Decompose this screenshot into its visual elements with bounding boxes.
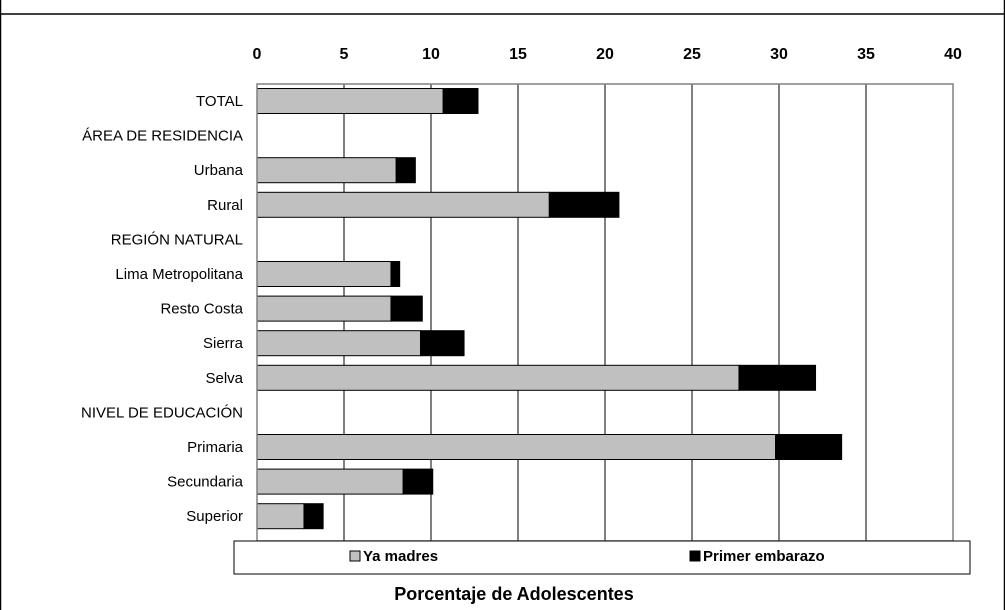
category-labels: TOTAL ÁREA DE RESIDENCIA Urbana Rural REGIÓN… [81, 93, 244, 525]
bar-ya-madres [256, 330, 422, 357]
x-axis-label: Porcentaje de Adolescentes [394, 584, 633, 604]
x-tick-label: 5 [340, 46, 349, 63]
x-tick-label: 30 [770, 46, 788, 63]
bar-ya-madres [256, 364, 740, 391]
bar-ya-madres [256, 88, 444, 114]
x-tick-label: 35 [857, 46, 875, 63]
category-label: Secundaria [167, 474, 244, 491]
bar-ya-madres [256, 295, 392, 322]
bar-primer-embarazo [402, 468, 434, 495]
legend-swatch [349, 550, 361, 562]
bar-ya-madres [256, 503, 305, 530]
x-tick-label: 40 [944, 46, 962, 63]
bar-primer-embarazo [442, 88, 479, 114]
category-label: Selva [205, 370, 243, 387]
x-tick-label: 25 [683, 46, 701, 63]
bar-ya-madres [256, 261, 392, 287]
legend-swatch [689, 550, 701, 562]
bar-primer-embarazo [395, 157, 416, 184]
category-label: TOTAL [196, 93, 243, 110]
bar-ya-madres [256, 434, 777, 460]
bar-primer-embarazo [390, 295, 423, 322]
bar-primer-embarazo [738, 364, 817, 391]
x-tick-label: 0 [253, 46, 262, 63]
legend-box [233, 540, 971, 575]
legend-label: Ya madres [363, 548, 438, 565]
category-label: Urbana [194, 162, 244, 179]
legend-label: Primer embarazo [703, 548, 825, 565]
legend: Ya madres Primer embarazo [349, 548, 825, 565]
category-label: NIVEL DE EDUCACIÓN [81, 404, 243, 421]
bar-primer-embarazo [775, 434, 843, 460]
category-label: Resto Costa [160, 301, 243, 318]
bar-primer-embarazo [548, 191, 620, 218]
bar-ya-madres [256, 157, 397, 184]
category-label: Sierra [203, 335, 244, 352]
category-label: Superior [186, 508, 243, 525]
category-label: Lima Metropolitana [115, 266, 243, 283]
bar-primer-embarazo [303, 503, 324, 530]
bars [256, 88, 843, 530]
bar-ya-madres [256, 468, 404, 495]
x-tick-label: 20 [596, 46, 614, 63]
category-label: Rural [207, 197, 243, 214]
category-label: Primaria [187, 439, 243, 456]
x-tick-label: 10 [422, 46, 440, 63]
category-label: REGIÓN NATURAL [111, 231, 243, 248]
x-tick-label: 15 [509, 46, 527, 63]
category-label: ÁREA DE RESIDENCIA [82, 128, 243, 145]
x-tick-labels: 0 5 10 15 20 25 30 35 40 [253, 46, 962, 63]
bar-primer-embarazo [420, 330, 465, 357]
bar-primer-embarazo [390, 261, 401, 287]
bar-ya-madres [256, 191, 550, 218]
